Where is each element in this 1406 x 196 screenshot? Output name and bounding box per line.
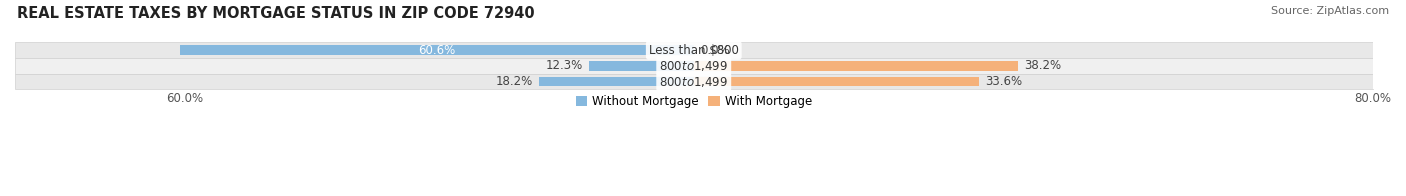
Bar: [589, 61, 693, 71]
Text: 60.6%: 60.6%: [418, 44, 456, 57]
Text: $800 to $1,499: $800 to $1,499: [659, 75, 728, 89]
Bar: [693, 61, 1018, 71]
Bar: [693, 77, 979, 86]
Text: 33.6%: 33.6%: [986, 75, 1022, 88]
Text: 12.3%: 12.3%: [546, 59, 582, 73]
Bar: [15, 74, 1372, 89]
Bar: [180, 45, 693, 55]
Text: REAL ESTATE TAXES BY MORTGAGE STATUS IN ZIP CODE 72940: REAL ESTATE TAXES BY MORTGAGE STATUS IN …: [17, 6, 534, 21]
Bar: [540, 77, 693, 86]
Text: $800 to $1,499: $800 to $1,499: [659, 59, 728, 73]
Text: 0.0%: 0.0%: [700, 44, 730, 57]
Legend: Without Mortgage, With Mortgage: Without Mortgage, With Mortgage: [571, 90, 817, 113]
Text: Less than $800: Less than $800: [648, 44, 738, 57]
Text: 18.2%: 18.2%: [495, 75, 533, 88]
Text: 38.2%: 38.2%: [1025, 59, 1062, 73]
Bar: [15, 43, 1372, 58]
Bar: [15, 58, 1372, 74]
Text: Source: ZipAtlas.com: Source: ZipAtlas.com: [1271, 6, 1389, 16]
